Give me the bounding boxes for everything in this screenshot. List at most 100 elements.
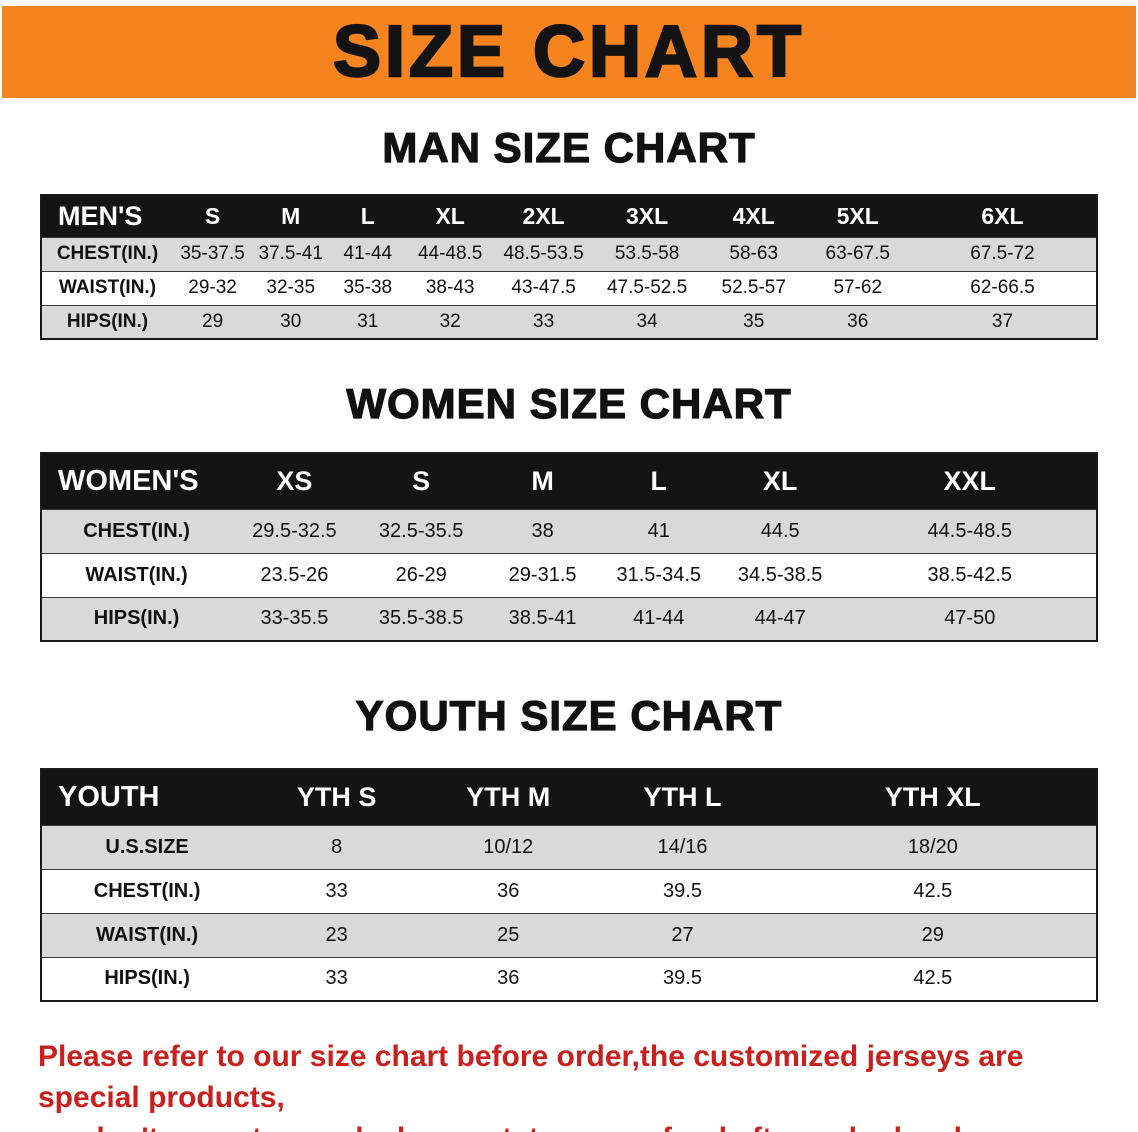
size-cell: 38-43 bbox=[425, 277, 475, 298]
disclaimer-line-1: Please refer to our size chart before or… bbox=[38, 1040, 1024, 1114]
youth-section-heading: YOUTH SIZE CHART bbox=[355, 691, 783, 739]
size-cell: 29-32 bbox=[188, 277, 237, 298]
size-cell: 26-29 bbox=[395, 563, 447, 586]
youth-ussize-row: U.S.SIZE 8 10/12 14/16 18/20 bbox=[41, 825, 1097, 869]
youth-waist-row: WAIST(IN.) 23 25 27 29 bbox=[41, 913, 1097, 957]
women-col-xs: XS bbox=[231, 453, 358, 509]
size-cell: 43-47.5 bbox=[511, 277, 576, 298]
banner: SIZE CHART bbox=[2, 6, 1136, 98]
men-size-table: MEN'S S M L XL 2XL 3XL 4XL 5XL 6XL CHEST… bbox=[40, 194, 1098, 340]
men-table-title: MEN'S bbox=[41, 195, 173, 237]
youth-table-title: YOUTH bbox=[41, 769, 253, 825]
size-cell: 35-38 bbox=[343, 277, 393, 298]
men-col-xl: XL bbox=[406, 195, 494, 237]
size-cell: 53.5-58 bbox=[614, 243, 680, 264]
size-cell: 39.5 bbox=[663, 967, 702, 990]
size-cell: 36 bbox=[847, 310, 869, 332]
men-header-row: MEN'S S M L XL 2XL 3XL 4XL 5XL 6XL bbox=[41, 195, 1097, 237]
size-cell: 38.5-42.5 bbox=[927, 563, 1013, 586]
row-label: WAIST(IN.) bbox=[58, 277, 157, 298]
youth-hips-row: HIPS(IN.) 33 36 39.5 42.5 bbox=[41, 957, 1097, 1001]
women-section-heading: WOMEN SIZE CHART bbox=[346, 379, 792, 427]
size-cell: 29.5-32.5 bbox=[252, 519, 337, 542]
size-cell: 34 bbox=[636, 310, 658, 332]
size-cell: 42.5 bbox=[913, 879, 953, 902]
size-cell: 25 bbox=[497, 923, 520, 946]
row-label: HIPS(IN.) bbox=[104, 967, 190, 990]
row-label: WAIST(IN.) bbox=[95, 923, 199, 946]
women-size-table: WOMEN'S XS S M L XL XXL CHEST(IN.) 29.5-… bbox=[40, 452, 1098, 642]
size-cell: 36 bbox=[497, 879, 520, 902]
row-label: HIPS(IN.) bbox=[93, 607, 180, 630]
size-cell: 52.5-57 bbox=[721, 277, 786, 298]
youth-col-m: YTH M bbox=[421, 769, 596, 825]
youth-col-xl: YTH XL bbox=[769, 769, 1097, 825]
row-label: U.S.SIZE bbox=[105, 835, 189, 858]
size-cell: 38.5-41 bbox=[508, 607, 577, 630]
men-col-2xl: 2XL bbox=[493, 195, 594, 237]
size-cell: 14/16 bbox=[657, 835, 708, 858]
size-cell: 27 bbox=[671, 923, 694, 946]
men-chest-row: CHEST(IN.) 35-37.5 37.5-41 41-44 44-48.5… bbox=[41, 237, 1097, 271]
size-cell: 37.5-41 bbox=[258, 243, 323, 264]
size-cell: 32 bbox=[439, 310, 461, 332]
women-hips-row: HIPS(IN.) 33-35.5 35.5-38.5 38.5-41 41-4… bbox=[41, 597, 1097, 641]
size-cell: 30 bbox=[280, 310, 302, 332]
men-section-heading: MAN SIZE CHART bbox=[382, 123, 756, 171]
row-label: CHEST(IN.) bbox=[83, 519, 190, 542]
size-cell: 38 bbox=[531, 519, 554, 542]
size-cell: 23.5-26 bbox=[260, 563, 329, 586]
size-cell: 33 bbox=[325, 967, 348, 990]
women-col-xxl: XXL bbox=[843, 453, 1097, 509]
women-col-xl: XL bbox=[716, 453, 844, 509]
women-chest-row: CHEST(IN.) 29.5-32.5 32.5-35.5 38 41 44.… bbox=[41, 509, 1097, 553]
women-header-row: WOMEN'S XS S M L XL XXL bbox=[41, 453, 1097, 509]
size-cell: 63-67.5 bbox=[825, 243, 890, 264]
size-cell: 35-37.5 bbox=[180, 243, 245, 264]
size-cell: 29 bbox=[202, 310, 224, 332]
size-cell: 57-62 bbox=[833, 277, 883, 298]
size-cell: 32-35 bbox=[266, 277, 316, 298]
size-cell: 44-48.5 bbox=[417, 243, 483, 264]
size-cell: 44.5 bbox=[760, 519, 800, 542]
size-cell: 47.5-52.5 bbox=[606, 277, 688, 298]
men-col-s: S bbox=[173, 195, 253, 237]
men-waist-row: WAIST(IN.) 29-32 32-35 35-38 38-43 43-47… bbox=[41, 271, 1097, 305]
youth-col-s: YTH S bbox=[252, 769, 422, 825]
size-cell: 44.5-48.5 bbox=[927, 519, 1013, 542]
size-cell: 8 bbox=[331, 835, 343, 858]
size-cell: 47-50 bbox=[944, 607, 996, 630]
row-label: HIPS(IN.) bbox=[66, 310, 149, 332]
size-cell: 18/20 bbox=[907, 835, 958, 858]
men-col-3xl: 3XL bbox=[593, 195, 701, 237]
women-col-s: S bbox=[357, 453, 485, 509]
row-label: WAIST(IN.) bbox=[85, 563, 188, 586]
size-cell: 23 bbox=[325, 923, 348, 946]
men-col-l: L bbox=[329, 195, 407, 237]
men-col-5xl: 5XL bbox=[806, 195, 909, 237]
size-cell: 41 bbox=[647, 519, 670, 542]
men-col-4xl: 4XL bbox=[700, 195, 807, 237]
size-cell: 31 bbox=[357, 310, 379, 332]
size-cell: 36 bbox=[497, 967, 520, 990]
size-cell: 33 bbox=[325, 879, 348, 902]
disclaimer-line-2: we don't accept cancel, change, teturn o… bbox=[38, 1118, 1100, 1132]
size-cell: 33 bbox=[533, 310, 555, 332]
size-cell: 41-44 bbox=[343, 243, 393, 264]
size-cell: 34.5-38.5 bbox=[737, 563, 823, 586]
row-label: CHEST(IN.) bbox=[93, 879, 201, 902]
women-table-title: WOMEN'S bbox=[41, 453, 232, 509]
youth-header-row: YOUTH YTH S YTH M YTH L YTH XL bbox=[41, 769, 1097, 825]
men-col-m: M bbox=[252, 195, 330, 237]
size-cell: 39.5 bbox=[663, 879, 702, 902]
women-waist-row: WAIST(IN.) 23.5-26 26-29 29-31.5 31.5-34… bbox=[41, 553, 1097, 597]
banner-title: SIZE CHART bbox=[332, 11, 805, 94]
youth-size-table: YOUTH YTH S YTH M YTH L YTH XL U.S.SIZE … bbox=[40, 768, 1098, 1002]
men-col-6xl: 6XL bbox=[908, 195, 1097, 237]
size-cell: 29 bbox=[921, 923, 944, 946]
youth-chest-row: CHEST(IN.) 33 36 39.5 42.5 bbox=[41, 869, 1097, 913]
size-cell: 10/12 bbox=[483, 835, 534, 858]
disclaimer-note: Please refer to our size chart before or… bbox=[38, 1036, 1100, 1132]
men-hips-row: HIPS(IN.) 29 30 31 32 33 34 35 36 37 bbox=[41, 305, 1097, 339]
